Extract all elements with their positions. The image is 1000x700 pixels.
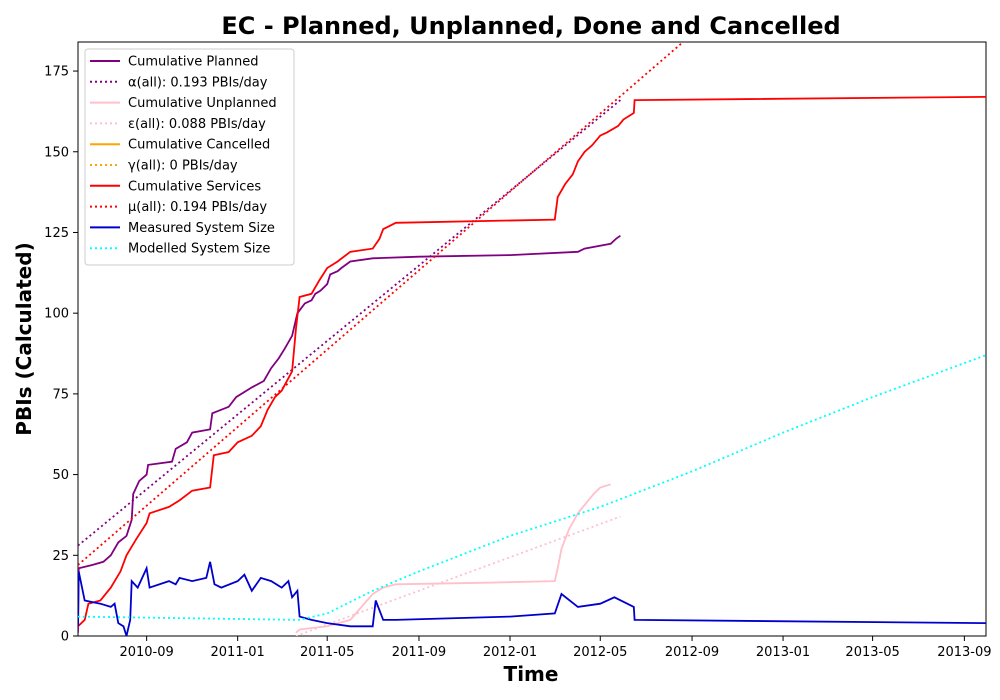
legend-entry-6: Cumulative Services bbox=[128, 179, 261, 194]
x-tick-label-4: 2012-01 bbox=[483, 645, 537, 660]
legend-entry-3: ε(all): 0.088 PBIs/day bbox=[128, 117, 266, 132]
legend-entry-2: Cumulative Unplanned bbox=[128, 96, 277, 111]
y-tick-label-7: 175 bbox=[44, 65, 69, 80]
chart-title: EC - Planned, Unplanned, Done and Cancel… bbox=[221, 12, 840, 40]
series-line-1 bbox=[78, 99, 621, 547]
legend-box bbox=[84, 48, 295, 266]
series-line-2 bbox=[295, 483, 611, 634]
y-tick-label-2: 50 bbox=[52, 468, 69, 483]
x-axis-ticks: 2010-09 2011-01 2011-05 2011-09 2012-01 2012-… bbox=[119, 636, 992, 660]
series-line-0 bbox=[78, 234, 621, 633]
legend: Cumulative Planned α(all): 0.193 PBIs/day… bbox=[84, 48, 295, 266]
y-tick-label-6: 150 bbox=[44, 145, 69, 160]
legend-entry-1: α(all): 0.193 PBIs/day bbox=[128, 75, 268, 90]
x-axis-label: Time bbox=[504, 662, 559, 686]
x-tick-label-8: 2013-05 bbox=[845, 645, 899, 660]
legend-entry-4: Cumulative Cancelled bbox=[128, 138, 270, 153]
x-tick-label-9: 2013-09 bbox=[937, 645, 991, 660]
y-tick-label-3: 75 bbox=[52, 387, 69, 402]
legend-entry-5: γ(all): 0 PBIs/day bbox=[128, 159, 238, 174]
legend-entry-0: Cumulative Planned bbox=[128, 55, 258, 70]
y-axis-ticks: 0 25 50 75 100 125 150 175 bbox=[44, 65, 78, 645]
y-tick-label-1: 25 bbox=[52, 549, 69, 564]
x-tick-label-6: 2012-09 bbox=[665, 645, 719, 660]
x-tick-label-2: 2011-05 bbox=[300, 645, 354, 660]
series-line-8 bbox=[78, 561, 986, 636]
legend-entry-7: μ(all): 0.194 PBIs/day bbox=[128, 200, 267, 215]
x-tick-label-3: 2011-09 bbox=[392, 645, 446, 660]
y-tick-label-4: 100 bbox=[44, 307, 69, 322]
y-tick-label-5: 125 bbox=[44, 226, 69, 241]
legend-entry-8: Measured System Size bbox=[128, 221, 275, 236]
series-line-6 bbox=[78, 96, 986, 627]
y-tick-label-0: 0 bbox=[61, 630, 69, 645]
series-line-9 bbox=[78, 354, 986, 621]
x-tick-label-0: 2010-09 bbox=[119, 645, 173, 660]
series-line-7 bbox=[78, 42, 684, 566]
legend-entry-9: Modelled System Size bbox=[128, 242, 270, 257]
x-tick-label-1: 2011-01 bbox=[211, 645, 265, 660]
y-axis-label: PBIs (Calculated) bbox=[12, 242, 36, 435]
plot-area-frame bbox=[77, 41, 987, 637]
x-tick-label-7: 2013-01 bbox=[756, 645, 810, 660]
x-tick-label-5: 2012-05 bbox=[573, 645, 627, 660]
